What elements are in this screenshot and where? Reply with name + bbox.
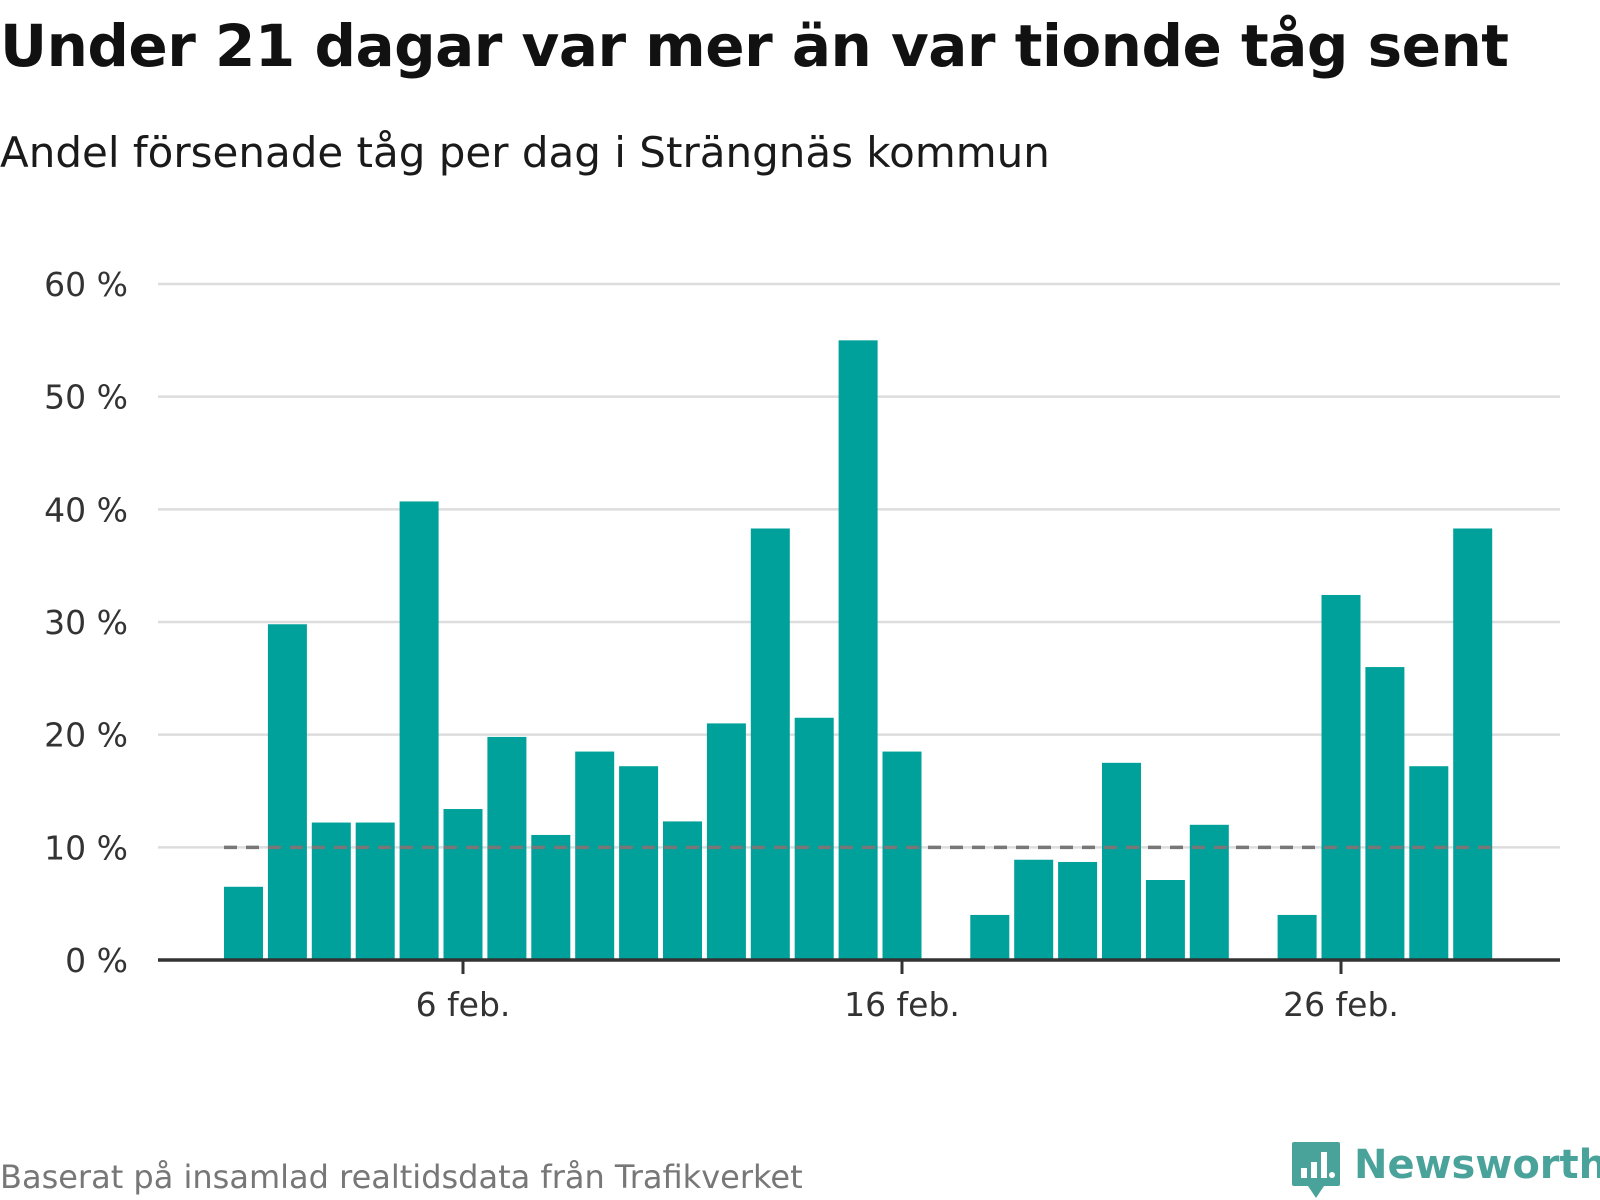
bar [1365,667,1405,960]
bar [1409,766,1449,960]
bar [838,340,878,960]
bars [224,340,1493,960]
bar [399,501,439,960]
y-axis-tick-labels: 0 % 10 % 20 % 30 % 40 % 50 % 60 % [44,265,128,980]
bar [706,723,746,960]
y-tick-label: 0 % [65,941,128,980]
newsworthy-logo-icon [1292,1142,1340,1198]
bar [1189,824,1229,960]
chart-subtitle: Andel försenade tåg per dag i Strängnäs … [0,128,1050,177]
y-tick-label: 20 % [44,716,128,755]
bar [1014,859,1054,960]
bar [970,914,1010,960]
bar [575,751,615,960]
x-tick-label: 6 feb. [416,985,511,1024]
y-tick-label: 50 % [44,378,128,417]
bar [1102,762,1141,960]
bar [224,886,263,960]
bar [1058,861,1098,960]
bar [663,821,702,960]
y-tick-label: 40 % [44,490,128,529]
bar [1145,880,1185,960]
brand-name: Newsworthy [1354,1142,1600,1188]
y-tick-label: 30 % [44,603,128,642]
bar [1321,594,1361,960]
y-tick-label: 10 % [44,828,128,867]
bar [267,624,307,960]
x-tick-label: 26 feb. [1283,985,1399,1024]
x-tick-label: 16 feb. [844,985,960,1024]
brand-logo: Newsworthy [1290,1140,1600,1200]
bar [531,834,571,960]
x-axis: 6 feb. 16 feb. 26 feb. [158,958,1560,1024]
bar [882,751,922,960]
bar [619,766,659,960]
bar [355,822,395,960]
chart-title: Under 21 dagar var mer än var tionde tåg… [0,12,1509,80]
bar [311,822,351,960]
bar [1277,914,1317,960]
y-tick-label: 60 % [44,265,128,304]
source-footnote: Baserat på insamlad realtidsdata från Tr… [0,1158,803,1196]
bar [1453,528,1493,960]
bar [794,717,834,960]
bar [443,809,483,960]
bar [750,528,790,960]
